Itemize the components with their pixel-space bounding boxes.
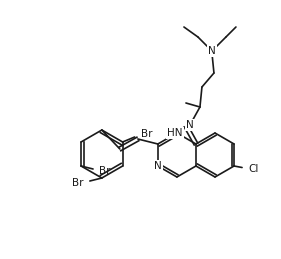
Text: N: N xyxy=(186,120,194,130)
Text: N: N xyxy=(154,161,162,171)
Text: Br: Br xyxy=(99,166,110,176)
Text: Cl: Cl xyxy=(248,164,259,174)
Text: Br: Br xyxy=(72,178,84,188)
Text: N: N xyxy=(208,46,216,56)
Text: Br: Br xyxy=(140,129,152,139)
Text: HN: HN xyxy=(167,128,183,138)
